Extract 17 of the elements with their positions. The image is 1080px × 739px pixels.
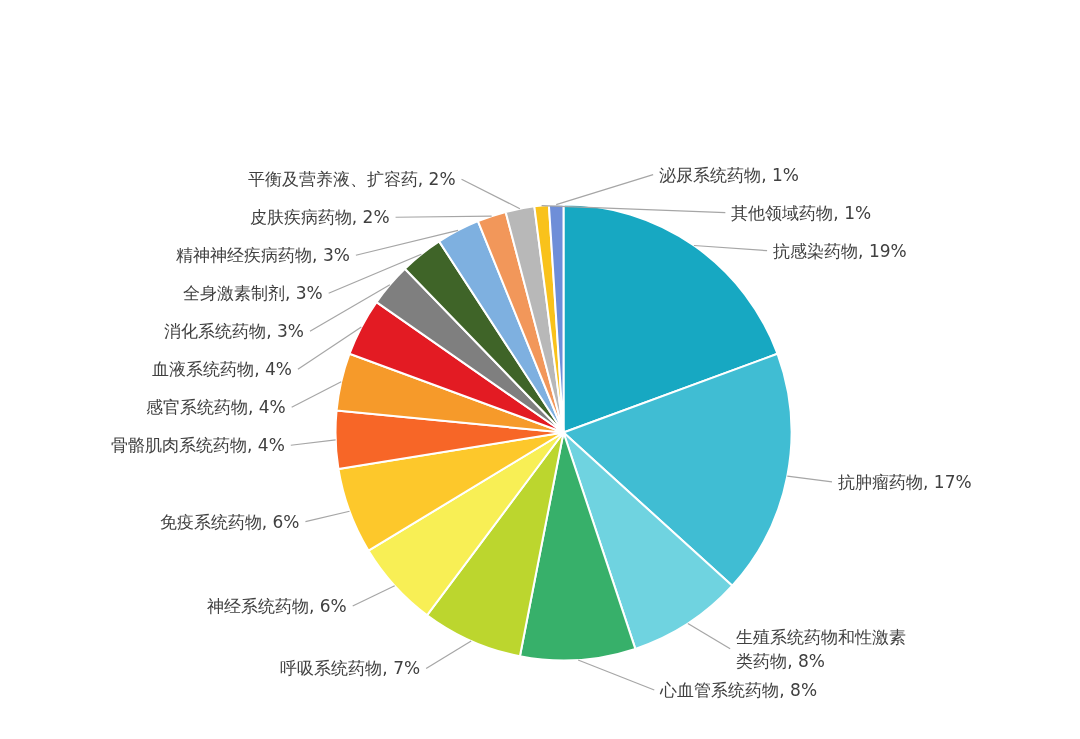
- slice-label: 皮肤疾病药物, 2%: [249, 207, 390, 228]
- slice-label: 血液系统药物, 4%: [152, 359, 292, 380]
- slice-label: 免疫系统药物, 6%: [159, 511, 300, 532]
- slice-label: 心血管系统药物, 8%: [659, 679, 818, 700]
- slice-label: 消化系统药物, 3%: [164, 321, 304, 342]
- slice-label: 感官系统药物, 4%: [145, 397, 286, 418]
- slice-label: 骨骼肌肉系统药物, 4%: [111, 435, 285, 456]
- slice-label: 抗感染药物, 19%: [773, 240, 907, 261]
- slice-label: 平衡及营养液、扩容药, 2%: [247, 169, 456, 190]
- slice-label: 呼吸系统药物, 7%: [280, 658, 421, 679]
- slice-label: 泌尿系统药物, 1%: [659, 164, 799, 185]
- slice-label: 全身激素制剂, 3%: [182, 283, 323, 304]
- slice-label: 生殖系统药物和性激素类药物, 8%: [736, 626, 907, 671]
- slice-label: 其他领域药物, 1%: [731, 202, 872, 223]
- slice-label: 抗肿瘤药物, 17%: [838, 471, 972, 492]
- slice-label: 神经系统药物, 6%: [206, 595, 347, 616]
- slice-label: 精神神经疾病药物, 3%: [176, 245, 350, 266]
